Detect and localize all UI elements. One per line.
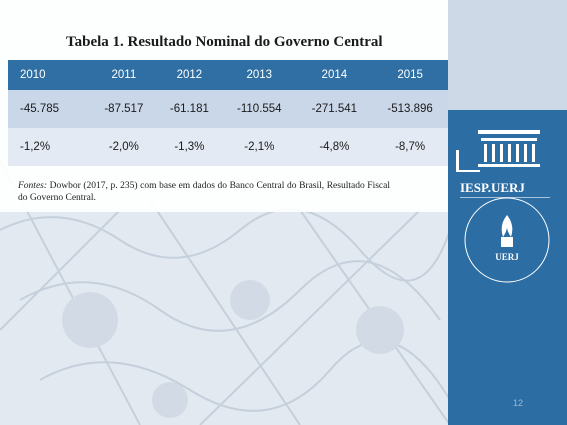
table-row: -1,2% -2,0% -1,3% -2,1% -4,8% -8,7% <box>8 128 448 166</box>
source-label: Fontes: <box>18 181 48 191</box>
table-cell: -271.541 <box>296 90 373 128</box>
seal-abbrev: UERJ <box>495 252 519 262</box>
table-cell: -45.785 <box>8 90 92 128</box>
building-icon <box>456 130 540 172</box>
table-cell: -513.896 <box>372 90 448 128</box>
iesp-uerj-logo: IESP.UERJ UERJ <box>456 130 550 283</box>
header-cell: 2013 <box>222 60 297 90</box>
sidebar-top-block <box>448 0 567 110</box>
table-title: Tabela 1. Resultado Nominal do Governo C… <box>66 34 383 50</box>
source-text: Dowbor (2017, p. 235) com base em dados … <box>18 181 390 203</box>
source-note: Fontes: Dowbor (2017, p. 235) com base e… <box>18 180 390 204</box>
table-cell: -1,3% <box>156 128 223 166</box>
data-table: 2010 2011 2012 2013 2014 2015 -45.785 -8… <box>8 60 448 166</box>
table-row: -45.785 -87.517 -61.181 -110.554 -271.54… <box>8 90 448 128</box>
table-cell: -1,2% <box>8 128 92 166</box>
table-cell: -2,1% <box>222 128 297 166</box>
table-cell: -87.517 <box>91 90 157 128</box>
table-cell: -4,8% <box>296 128 373 166</box>
header-cell: 2015 <box>372 60 448 90</box>
table-cell: -110.554 <box>222 90 297 128</box>
header-cell: 2011 <box>91 60 157 90</box>
header-cell: 2012 <box>156 60 223 90</box>
header-cell: 2014 <box>296 60 373 90</box>
uerj-seal-icon: UERJ <box>464 197 550 283</box>
table-header-row: 2010 2011 2012 2013 2014 2015 <box>8 60 448 90</box>
logo-name: IESP.UERJ <box>460 180 525 195</box>
table-cell: -61.181 <box>156 90 223 128</box>
table-cell: -2,0% <box>91 128 157 166</box>
table-cell: -8,7% <box>372 128 448 166</box>
header-cell: 2010 <box>8 60 92 90</box>
page-number: 12 <box>512 398 523 408</box>
